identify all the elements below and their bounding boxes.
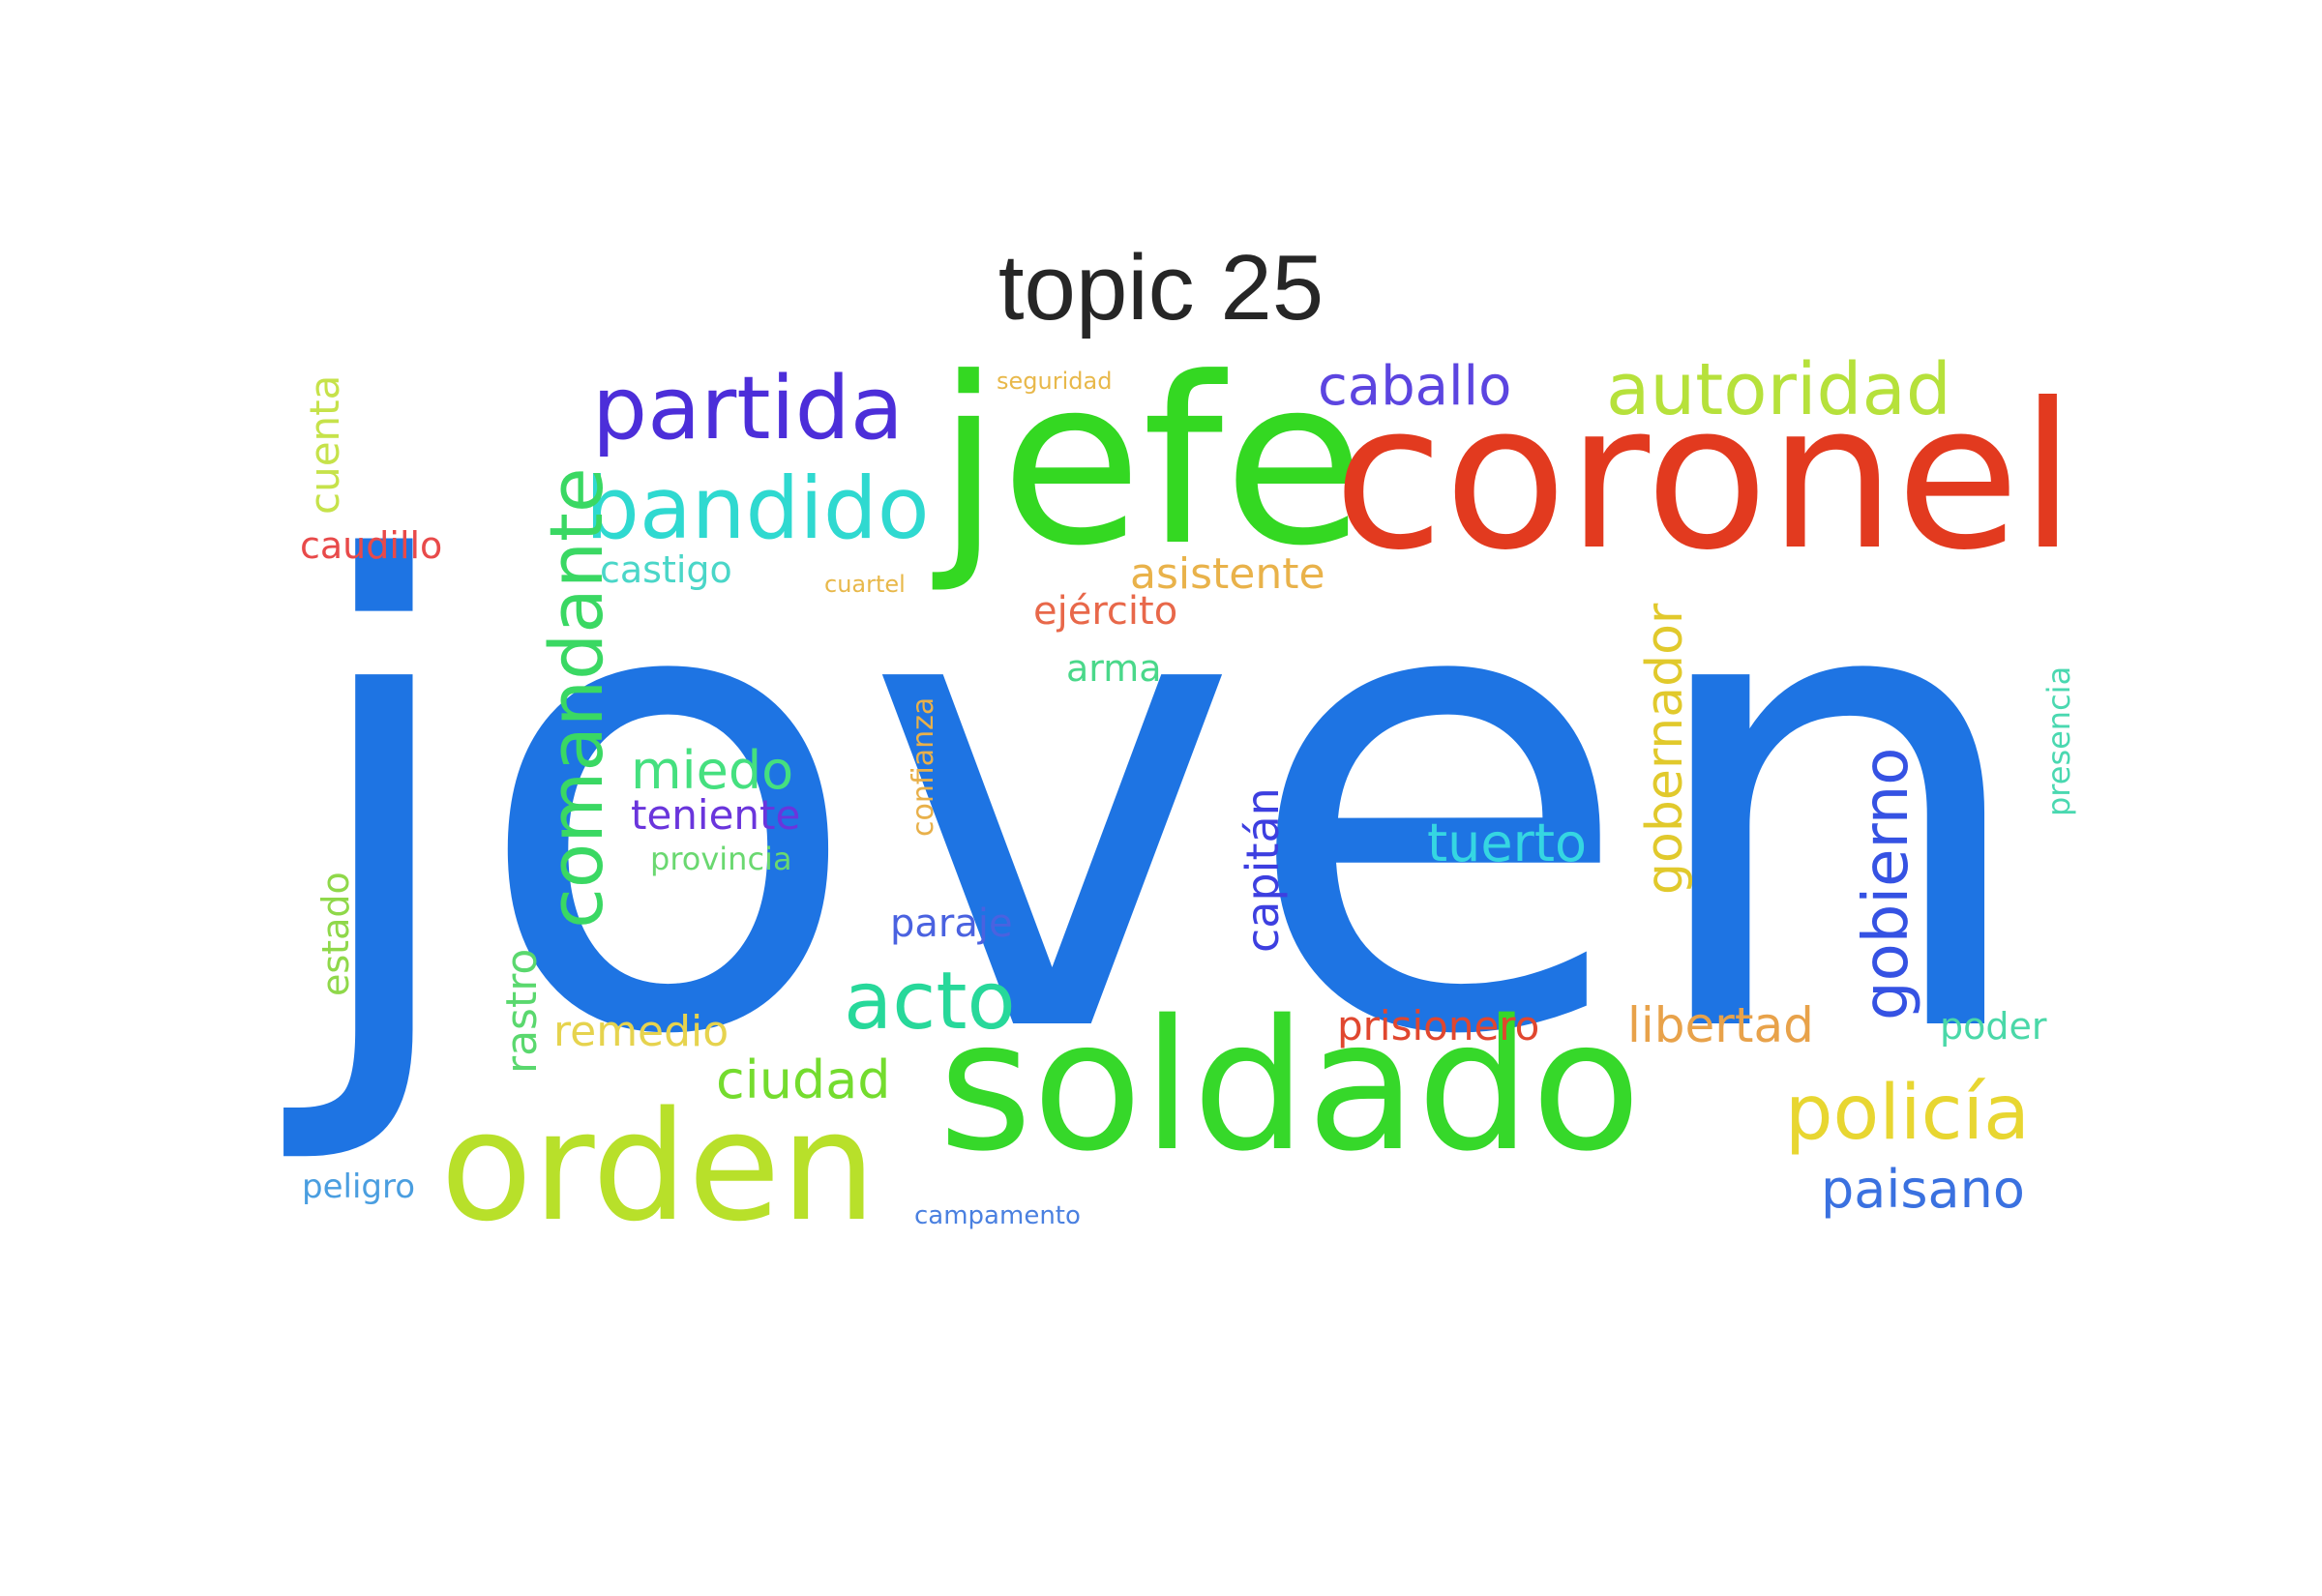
word-paraje: paraje	[890, 901, 1013, 946]
word-cuartel: cuartel	[824, 571, 906, 598]
word-jefe: jefe	[937, 329, 1365, 597]
word-rastro: rastro	[497, 948, 547, 1074]
word-coronel: coronel	[1333, 361, 2076, 595]
word-poder: poder	[1940, 1005, 2047, 1048]
word-ejercito: ejército	[1033, 589, 1178, 634]
word-ciudad: ciudad	[716, 1049, 891, 1110]
word-paisano: paisano	[1821, 1159, 2025, 1220]
word-orden: orden	[440, 1079, 877, 1255]
word-miedo: miedo	[631, 740, 794, 801]
word-soldado: soldado	[938, 981, 1642, 1191]
word-caudillo: caudillo	[300, 524, 443, 567]
word-asistente: asistente	[1130, 549, 1325, 599]
word-peligro: peligro	[302, 1167, 416, 1206]
word-provincia: provincia	[650, 841, 792, 877]
word-libertad: libertad	[1627, 997, 1814, 1053]
word-comandante: comandante	[533, 467, 619, 929]
word-estado: estado	[314, 872, 357, 996]
word-arma: arma	[1066, 647, 1162, 690]
word-policia: policía	[1785, 1070, 2030, 1157]
word-seguridad: seguridad	[997, 368, 1113, 395]
word-joven: joven	[295, 430, 2039, 1174]
word-confianza: confianza	[907, 696, 940, 837]
word-presencia: presencia	[2040, 665, 2077, 816]
word-autoridad: autoridad	[1606, 348, 1951, 431]
word-teniente: teniente	[631, 791, 801, 839]
word-partida: partida	[592, 358, 904, 459]
word-gobierno: gobierno	[1851, 747, 1922, 1020]
word-capitan: capitán	[1236, 787, 1289, 953]
word-remedio: remedio	[553, 1007, 729, 1056]
word-castigo: castigo	[600, 548, 732, 591]
word-prisionero: prisionero	[1337, 1002, 1540, 1049]
word-gobernador: gobernador	[1636, 603, 1694, 895]
word-campamento: campamento	[914, 1201, 1081, 1230]
word-tuerto: tuerto	[1427, 813, 1588, 873]
word-caballo: caballo	[1318, 355, 1512, 418]
word-acto: acto	[844, 956, 1016, 1048]
chart-title: topic 25	[997, 236, 1325, 340]
word-bandido: bandido	[585, 458, 930, 558]
word-cuenta: cuenta	[301, 374, 348, 515]
